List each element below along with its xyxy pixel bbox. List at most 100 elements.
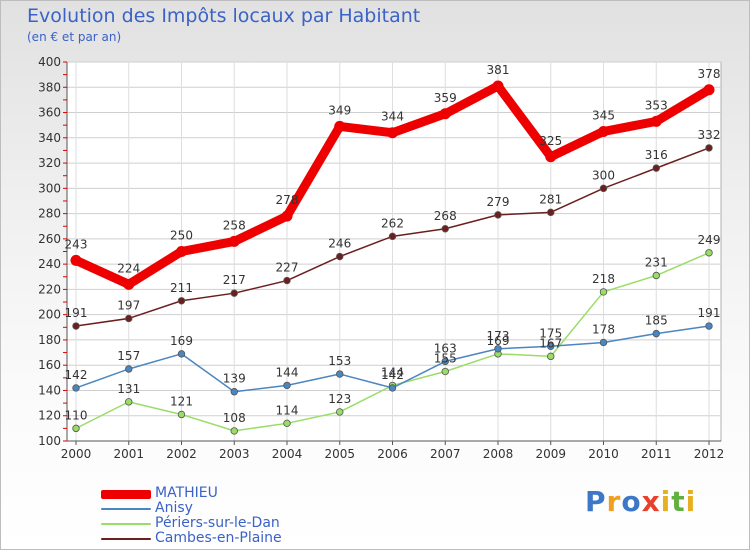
- data-label: 227: [276, 261, 299, 275]
- data-label: 268: [434, 209, 457, 223]
- data-label: 381: [487, 63, 510, 77]
- data-point: [176, 246, 187, 257]
- data-point: [388, 384, 397, 392]
- brand-letter: t: [671, 485, 686, 518]
- data-point: [72, 424, 80, 433]
- data-point: [494, 211, 502, 219]
- data-label: 142: [381, 368, 404, 382]
- data-point: [125, 398, 133, 406]
- data-label: 144: [381, 365, 404, 379]
- data-label: 169: [487, 334, 510, 348]
- y-tick-label: 360: [38, 106, 61, 120]
- data-point: [441, 357, 449, 366]
- data-point: [599, 288, 608, 296]
- brand-letter: i: [685, 485, 697, 518]
- data-label: 178: [592, 322, 615, 336]
- data-point: [598, 125, 609, 137]
- y-tick-label: 160: [38, 358, 61, 372]
- x-tick-label: 2001: [113, 447, 144, 461]
- chart-subtitle: (en € et par an): [27, 30, 122, 44]
- data-label: 163: [434, 341, 457, 355]
- data-point: [72, 322, 80, 330]
- y-tick-label: 340: [38, 131, 61, 145]
- data-label: 153: [328, 354, 351, 368]
- y-tick-label: 200: [38, 308, 61, 322]
- data-point: [230, 388, 238, 396]
- data-label: 249: [698, 233, 721, 247]
- x-tick-label: 2008: [483, 447, 514, 461]
- data-point: [336, 252, 344, 261]
- y-tick-label: 140: [38, 383, 61, 397]
- data-point: [705, 144, 713, 152]
- data-point: [177, 410, 186, 419]
- data-label: 169: [170, 334, 193, 348]
- data-label: 325: [539, 134, 562, 148]
- data-label: 345: [592, 108, 615, 122]
- y-tick-label: 180: [38, 333, 61, 347]
- data-label: 131: [117, 382, 140, 396]
- data-point: [334, 120, 346, 132]
- data-label: 142: [65, 368, 88, 382]
- data-label: 173: [487, 329, 510, 343]
- data-label: 279: [487, 195, 510, 209]
- data-point: [652, 164, 660, 172]
- legend-label: Périers-sur-le-Dan: [155, 515, 280, 531]
- y-tick-label: 300: [38, 181, 61, 195]
- data-point: [652, 271, 660, 280]
- data-label: 246: [328, 237, 351, 251]
- data-point: [547, 208, 555, 217]
- data-label: 175: [539, 326, 562, 340]
- x-tick-label: 2011: [641, 447, 672, 461]
- data-label: 349: [328, 103, 351, 117]
- y-tick-label: 120: [38, 409, 61, 423]
- data-label: 157: [117, 349, 140, 363]
- data-point: [547, 342, 555, 350]
- data-label: 110: [65, 408, 88, 422]
- data-label: 155: [434, 352, 457, 366]
- data-point: [439, 108, 451, 120]
- legend-label: Cambes-en-Plaine: [155, 530, 282, 546]
- data-point: [283, 381, 291, 390]
- y-tick-label: 280: [38, 207, 61, 221]
- data-label: 281: [539, 192, 562, 206]
- data-label: 332: [698, 128, 721, 142]
- data-label: 218: [592, 272, 615, 286]
- data-point: [650, 115, 662, 127]
- data-point: [336, 408, 344, 416]
- data-label: 121: [170, 394, 193, 408]
- data-label: 217: [223, 273, 246, 287]
- data-point: [336, 370, 344, 378]
- data-label: 243: [65, 237, 88, 251]
- data-label: 316: [645, 148, 668, 162]
- brand-letter: o: [621, 485, 642, 518]
- data-label: 211: [170, 281, 193, 295]
- data-point: [388, 232, 397, 241]
- data-label: 359: [434, 91, 457, 105]
- data-point: [281, 210, 293, 222]
- data-label: 191: [65, 306, 88, 320]
- legend-label: MATHIEU: [155, 485, 218, 501]
- data-point: [599, 184, 608, 193]
- brand-letter: x: [641, 485, 661, 518]
- y-tick-label: 320: [38, 156, 61, 170]
- data-point: [492, 80, 504, 92]
- data-point: [125, 365, 133, 373]
- data-point: [230, 289, 238, 297]
- data-point: [177, 297, 186, 305]
- brand-logo: Proxiti: [585, 485, 696, 518]
- data-point: [703, 84, 715, 96]
- y-tick-label: 100: [38, 434, 61, 448]
- data-point: [177, 350, 186, 358]
- data-label: 300: [592, 168, 615, 182]
- x-tick-label: 2004: [272, 447, 303, 461]
- data-label: 258: [223, 218, 246, 232]
- data-point: [494, 345, 502, 353]
- data-label: 231: [645, 256, 668, 270]
- data-point: [72, 384, 80, 392]
- x-tick-label: 2012: [694, 447, 725, 461]
- data-label: 353: [645, 98, 668, 112]
- data-point: [545, 151, 557, 163]
- legend-swatch-mathieu: [101, 490, 151, 499]
- data-label: 224: [117, 261, 140, 275]
